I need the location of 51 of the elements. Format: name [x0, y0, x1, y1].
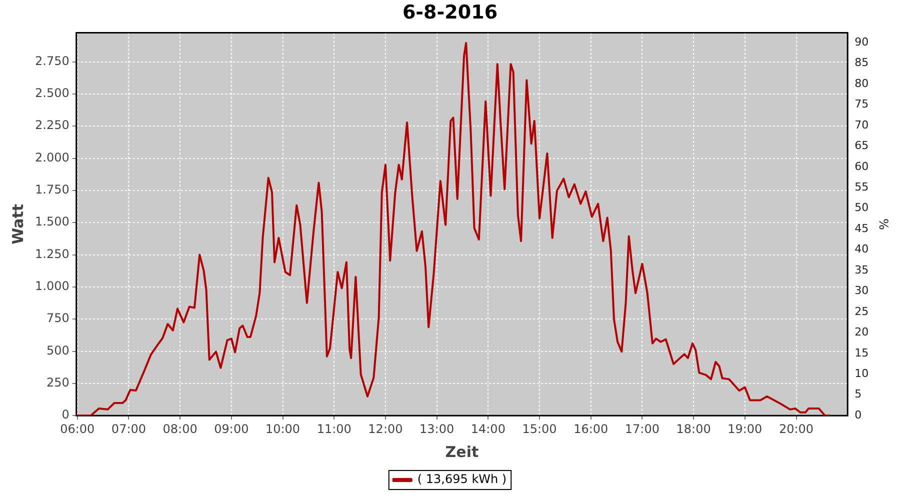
y2-tick-label: 90 [854, 35, 869, 48]
x-tick-label: 11:00 [316, 422, 352, 436]
x-tick-label: 13:00 [420, 422, 454, 436]
y2-tick-label: 85 [854, 56, 869, 70]
y2-tick-label: 5 [854, 388, 862, 401]
y2-tick-label: 40 [854, 242, 869, 256]
x-tick-label: 16:00 [574, 422, 608, 436]
y2-tick-label: 25 [854, 304, 869, 318]
y-tick-label: 1.000 [34, 279, 70, 294]
y-tick-label: 1.750 [34, 182, 70, 197]
x-tick-label: 09:00 [214, 422, 249, 436]
y2-tick-label: 60 [854, 160, 869, 173]
y-tick-label: 250 [46, 376, 70, 390]
y2-axis-title: % [876, 218, 891, 230]
y-axis-title: Watt [8, 204, 27, 244]
y2-tick-label: 70 [854, 118, 869, 132]
y-tick-label: 0 [62, 408, 70, 422]
y-tick-label: 1.500 [34, 214, 70, 229]
y2-tick-label: 15 [854, 346, 869, 360]
y-tick-label: 2.250 [34, 118, 70, 132]
y2-tick-label: 55 [854, 180, 869, 194]
y-tick-label: 1.250 [34, 246, 70, 261]
y2-tick-label: 50 [854, 201, 869, 214]
y2-tick-label: 35 [854, 263, 869, 276]
y2-tick-label: 0 [854, 408, 862, 422]
y2-tick-label: 65 [854, 139, 869, 152]
y-tick-label: 500 [46, 343, 70, 358]
y2-tick-label: 75 [854, 98, 869, 111]
x-axis-title: Zeit [445, 442, 479, 461]
y-tick-label: 2.750 [34, 54, 70, 68]
chart-title: 6-8-2016 [402, 1, 498, 24]
x-tick-label: 20:00 [778, 422, 814, 436]
x-tick-label: 10:00 [265, 422, 300, 436]
x-tick-label: 08:00 [162, 422, 198, 436]
x-tick-label: 06:00 [60, 422, 95, 436]
y2-tick-label: 20 [854, 326, 869, 339]
x-tick-label: 15:00 [522, 422, 557, 436]
y2-tick-label: 80 [854, 76, 869, 90]
x-tick-label: 14:00 [470, 422, 506, 436]
x-tick-label: 17:00 [624, 422, 660, 436]
y2-tick-label: 30 [854, 284, 869, 298]
y-tick-label: 750 [46, 311, 70, 326]
legend-label: ( 13,695 kWh ) [417, 472, 507, 486]
x-tick-label: 12:00 [368, 422, 403, 436]
y2-tick-label: 45 [854, 222, 869, 235]
y-tick-label: 2.000 [34, 150, 70, 164]
x-tick-label: 18:00 [676, 422, 711, 436]
x-tick-label: 07:00 [111, 422, 146, 436]
y-tick-label: 2.500 [34, 86, 70, 100]
y2-tick-label: 10 [854, 367, 869, 380]
x-tick-label: 19:00 [728, 422, 762, 436]
